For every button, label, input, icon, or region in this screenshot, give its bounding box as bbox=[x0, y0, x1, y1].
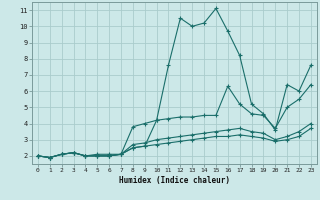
X-axis label: Humidex (Indice chaleur): Humidex (Indice chaleur) bbox=[119, 176, 230, 185]
